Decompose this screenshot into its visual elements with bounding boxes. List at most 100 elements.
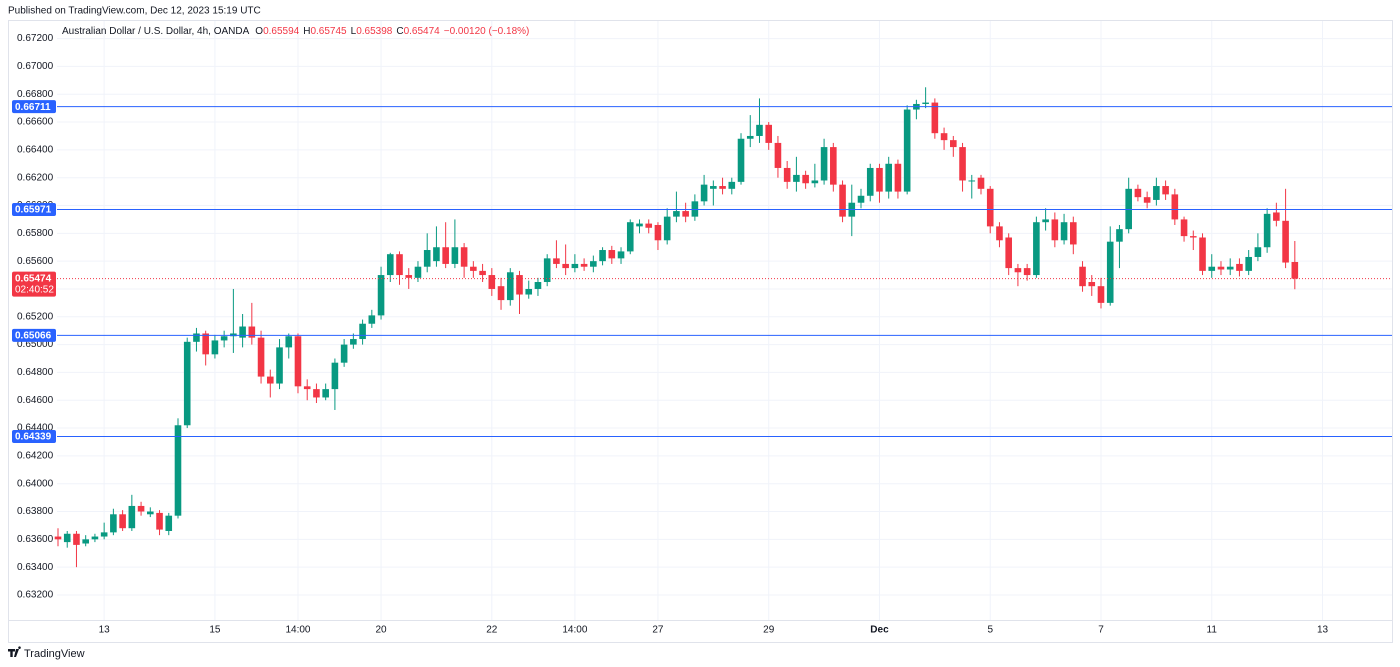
candle-body <box>636 223 643 227</box>
candle-body <box>645 223 653 228</box>
legend-key: O <box>255 26 263 37</box>
candle-body <box>183 341 191 426</box>
legend-value: 0.65398 <box>356 26 393 37</box>
candle-body <box>996 226 1003 241</box>
candle-body <box>562 263 569 269</box>
published-note: Published on TradingView.com, Dec 12, 20… <box>8 6 261 17</box>
candle-body <box>663 216 671 241</box>
footer-logo: TradingView <box>7 646 85 660</box>
candle-body <box>700 184 708 202</box>
x-tick-label: 7 <box>1098 625 1104 636</box>
candle-body <box>174 425 182 516</box>
candle-body <box>63 533 71 543</box>
candle-body <box>1023 268 1031 276</box>
candle-body <box>590 261 597 267</box>
candle-body <box>1051 219 1059 241</box>
candle-body <box>1171 194 1179 220</box>
candle-body <box>746 135 754 139</box>
candle-body <box>405 275 413 278</box>
legend-value: 0.65594 <box>263 26 300 37</box>
legend-change: −0.00120 (−0.18%) <box>444 26 530 37</box>
last-price-label: 0.65474 <box>15 273 52 284</box>
candle-body <box>303 386 311 390</box>
candle-body <box>1116 229 1123 242</box>
candle-body <box>1005 237 1012 269</box>
candle-body <box>1189 236 1197 238</box>
candle-body <box>276 347 283 384</box>
candle-body <box>423 250 431 267</box>
candle-body <box>128 505 136 529</box>
candle-body <box>765 124 773 143</box>
candle-body <box>220 336 228 341</box>
y-tick-label: 0.66200 <box>17 172 54 183</box>
overlay: 0.63200 0.63400 0.63600 0.63800 0.64000 0.642… <box>12 33 1392 636</box>
candle-body <box>1033 222 1040 276</box>
candle-body <box>599 250 606 262</box>
candle-body <box>193 333 200 342</box>
candle-body <box>313 389 320 398</box>
last-price-box <box>12 271 56 297</box>
candle-body <box>1153 186 1160 200</box>
candle-body <box>830 147 837 185</box>
y-tick-label: 0.64200 <box>17 451 54 462</box>
candle-body <box>1180 219 1188 237</box>
candle-body <box>488 275 496 289</box>
candle-body <box>617 251 625 259</box>
candle-body <box>368 315 376 324</box>
x-tick-label: 13 <box>99 625 111 636</box>
candle-body <box>793 174 800 182</box>
candle-body <box>156 512 163 530</box>
x-tick-label: 14:00 <box>562 625 587 636</box>
candle-body <box>1263 213 1271 248</box>
candle-body <box>802 174 809 184</box>
candle-body <box>1226 266 1234 270</box>
candle-body <box>839 184 846 217</box>
level-label-box <box>12 203 56 217</box>
candle-body <box>968 180 976 182</box>
level-label-box <box>12 430 56 444</box>
y-tick-label: 0.66600 <box>17 117 54 128</box>
y-tick-label: 0.64800 <box>17 367 54 378</box>
candle-body <box>977 177 985 189</box>
candle-body <box>1134 188 1142 198</box>
candle-body <box>756 124 763 136</box>
level-label: 0.65971 <box>15 205 52 216</box>
candle-body <box>931 102 939 134</box>
candle-body <box>1254 247 1262 257</box>
candle-body <box>460 247 468 267</box>
candle-body <box>359 323 366 340</box>
candle-body <box>1208 266 1216 271</box>
candle-body <box>1106 241 1114 303</box>
candle-body <box>783 167 791 182</box>
candle-body <box>1070 222 1077 245</box>
legend-value: 0.65474 <box>404 26 441 37</box>
candle-body <box>506 272 514 301</box>
candle-body <box>894 163 902 192</box>
x-tick-label: 29 <box>763 625 775 636</box>
candle-body <box>497 286 505 301</box>
candle-body <box>959 147 966 181</box>
candle-body <box>340 344 348 363</box>
candle-body <box>580 263 588 267</box>
candle-body <box>1273 212 1280 221</box>
y-tick-label: 0.65800 <box>17 228 54 239</box>
candle-body <box>1079 266 1086 287</box>
candle-body <box>719 186 726 189</box>
candle-body <box>211 340 219 355</box>
candle-body <box>728 181 736 189</box>
candle-body <box>626 222 634 252</box>
candle-body <box>82 539 89 544</box>
candle-body <box>285 336 293 348</box>
legend-key: C <box>396 26 403 37</box>
candle-body <box>433 247 440 262</box>
legend-key: L <box>351 26 357 37</box>
countdown: 02:40:52 <box>15 284 54 295</box>
candle-body <box>1042 219 1049 223</box>
candle-body <box>1245 256 1252 271</box>
candle-body <box>54 536 62 540</box>
candle-body <box>857 195 865 203</box>
candle-body <box>331 362 339 390</box>
chart-frame <box>8 20 1393 643</box>
y-tick-label: 0.63800 <box>17 506 54 517</box>
y-tick-label: 0.67000 <box>17 61 54 72</box>
